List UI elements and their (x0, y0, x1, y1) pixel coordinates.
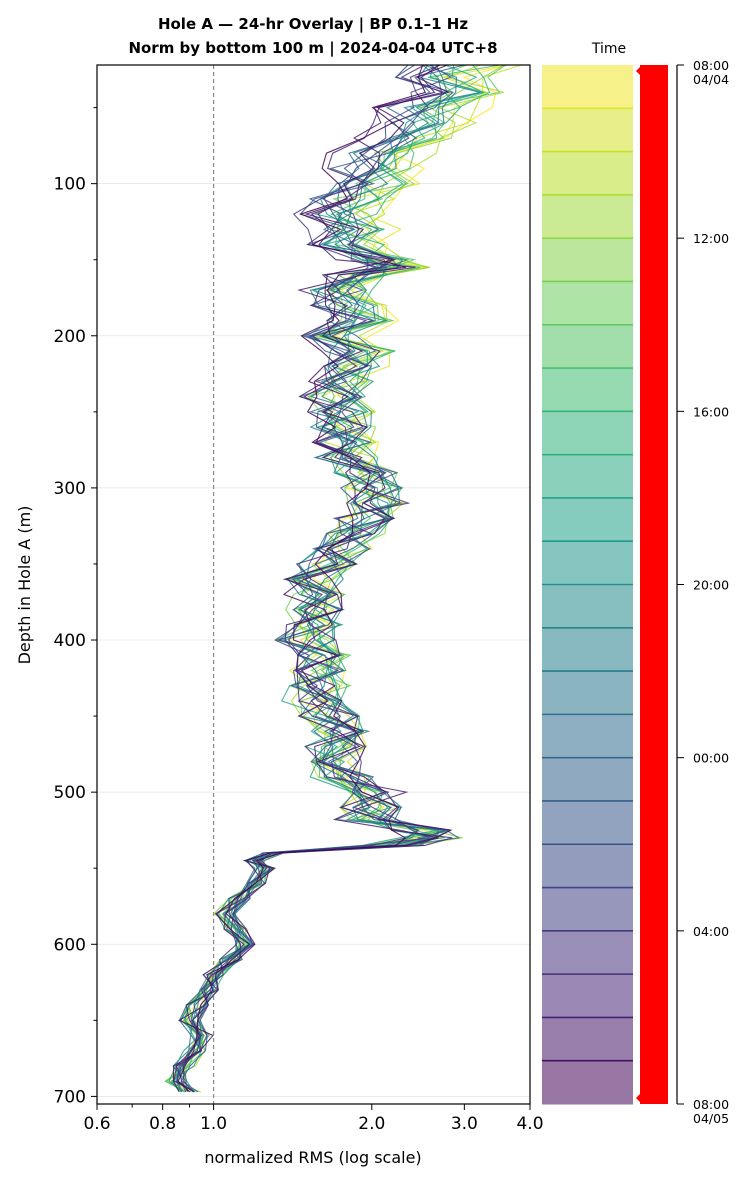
x-tick-label: 0.6 (83, 1114, 110, 1134)
y-tick-label: 700 (54, 1087, 86, 1107)
x-tick-label: 0.8 (149, 1114, 176, 1134)
x-tick-label: 3.0 (451, 1114, 478, 1134)
colorbar-band (542, 541, 633, 585)
colorbar-band (542, 930, 633, 975)
y-tick-label: 400 (54, 631, 86, 651)
series-line-24 (177, 64, 426, 1093)
chart-title-line1: Hole A — 24-hr Overlay | BP 0.1–1 Hz (158, 15, 468, 34)
colorbar-band (542, 238, 633, 282)
red-strip-arrow-bottom (636, 1094, 640, 1102)
colorbar-red-strip (636, 65, 668, 1104)
colorbar-band (542, 368, 633, 412)
series-group (164, 64, 522, 1093)
colorbar-tick-label: 08:00 (693, 58, 729, 73)
colorbar-tick-label: 12:00 (693, 231, 729, 246)
colorbar-band (542, 1017, 633, 1062)
colorbar-band (542, 844, 633, 889)
chart-title-line2: Norm by bottom 100 m | 2024-04-04 UTC+8 (128, 39, 497, 58)
colorbar-tick-label: 20:00 (693, 578, 729, 593)
colorbar-band (542, 1060, 633, 1105)
y-tick-label: 600 (54, 935, 86, 955)
x-axis-ticks: 0.6 0.8 1.0 2.0 3.0 4.0 (83, 1104, 544, 1134)
x-tick-label: 4.0 (516, 1114, 543, 1134)
colorbar-band (542, 757, 633, 802)
grid-lines (97, 183, 530, 1097)
series-line-22 (173, 64, 440, 1093)
colorbar-band (542, 627, 633, 672)
colorbar-band (542, 281, 633, 326)
series-line-23 (172, 64, 453, 1093)
colorbar-tick-label: 04:00 (693, 924, 729, 939)
colorbar-band (542, 194, 633, 239)
colorbar-tick-label: 16:00 (693, 404, 729, 419)
y-tick-label: 200 (54, 327, 86, 347)
plot-area: 0.6 0.8 1.0 2.0 3.0 4.0 100 200 300 400 500 600 700 (54, 64, 544, 1134)
colorbar-tick-sublabel: 04/05 (693, 1111, 729, 1126)
series-line-18 (175, 64, 453, 1093)
x-axis-label: normalized RMS (log scale) (204, 1148, 421, 1167)
series-line-14 (179, 64, 458, 1093)
series-line-12 (175, 64, 448, 1093)
colorbar-band (542, 887, 633, 932)
colorbar-band (542, 671, 633, 715)
colorbar-band (542, 65, 633, 109)
series-line-15 (181, 64, 443, 1093)
colorbar-band (542, 454, 633, 499)
colorbar-band (542, 108, 633, 153)
series-line-4 (165, 64, 505, 1093)
colorbar: Time 08:0004/0412:0016:0020:0000:0004:00… (542, 41, 729, 1126)
y-axis-label: Depth in Hole A (m) (15, 506, 34, 665)
colorbar-band (542, 584, 633, 629)
colorbar-band (542, 324, 633, 369)
colorbar-band (542, 151, 633, 196)
series-line-17 (180, 64, 455, 1093)
y-axis-ticks: 100 200 300 400 500 600 700 (54, 107, 97, 1107)
colorbar-band (542, 974, 633, 1018)
colorbar-tick-label: 08:00 (693, 1097, 729, 1112)
colorbar-bands (542, 65, 633, 1105)
series-line-19 (177, 64, 447, 1093)
colorbar-band (542, 714, 633, 759)
colorbar-band (542, 800, 633, 845)
colorbar-tick-label: 00:00 (693, 751, 729, 766)
colorbar-band (542, 497, 633, 542)
colorbar-tick-sublabel: 04/04 (693, 72, 729, 87)
colorbar-band (542, 411, 633, 456)
y-tick-label: 300 (54, 479, 86, 499)
x-tick-label: 2.0 (358, 1114, 385, 1134)
red-strip-fill (640, 65, 668, 1104)
y-tick-label: 500 (54, 783, 86, 803)
colorbar-ticks: 08:0004/0412:0016:0020:0000:0004:0008:00… (677, 58, 729, 1126)
axes-frame (96, 64, 531, 1105)
series-line-16 (175, 64, 465, 1093)
y-tick-label: 100 (54, 175, 86, 195)
x-tick-label: 1.0 (200, 1114, 227, 1134)
colorbar-label: Time (591, 41, 626, 57)
red-strip-arrow-top (636, 67, 640, 75)
